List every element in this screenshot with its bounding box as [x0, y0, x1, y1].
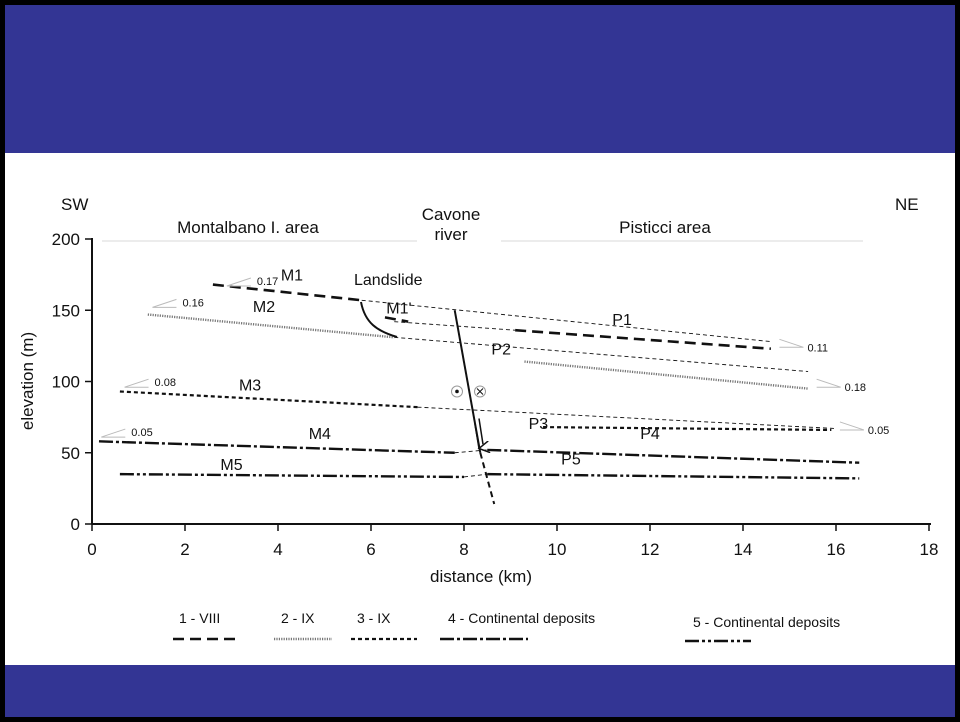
x-tick-label: 2	[180, 540, 189, 559]
slope-value: 0.11	[807, 342, 828, 354]
y-tick-label: 100	[52, 373, 80, 392]
y-tick-label: 0	[71, 515, 80, 534]
terrace-m3	[119, 390, 418, 409]
correlation-line	[394, 336, 809, 372]
x-tick-label: 14	[734, 540, 753, 559]
y-tick-label: 150	[52, 301, 80, 320]
terrace-p4	[487, 448, 860, 464]
terrace-label: P5	[561, 451, 581, 468]
slope-wedge	[226, 277, 252, 287]
slope-value: 0.16	[182, 297, 203, 309]
area-cavone-1: Cavone	[422, 205, 481, 224]
area-montalbano: Montalbano I. area	[177, 218, 319, 237]
orientation-sw: SW	[61, 195, 88, 214]
terrace-p3	[543, 426, 832, 432]
title-band	[5, 5, 955, 153]
terrace-label: M4	[309, 426, 331, 443]
x-tick-label: 10	[548, 540, 567, 559]
terrace-label: P1	[612, 312, 632, 329]
slope-value: 0.05	[868, 425, 889, 437]
terrace-p2	[524, 360, 809, 390]
fault-away-cross	[476, 388, 484, 395]
terrace-label: M2	[253, 299, 275, 316]
terrace-m4	[98, 440, 455, 454]
x-tick-label: 12	[641, 540, 660, 559]
landslide-scarp	[360, 301, 398, 338]
fault-toward-dot	[455, 389, 459, 394]
legend-label-1: 1 - VIII	[179, 610, 220, 626]
legend: 1 - VIII 2 - IX 3 - IX 4 - Continental depo…	[173, 610, 840, 643]
y-axis-label: elevation (m)	[18, 332, 37, 430]
x-axis-label: distance (km)	[430, 567, 532, 586]
terrace-label: M5	[220, 457, 242, 474]
correlation-line	[454, 449, 488, 454]
landslide-label: Landslide	[354, 272, 423, 289]
slope-value: 0.08	[155, 377, 176, 389]
y-tick-label: 200	[52, 230, 80, 249]
x-tick-label: 18	[920, 540, 939, 559]
legend-label-3: 3 - IX	[357, 610, 391, 626]
slope-wedge	[124, 378, 149, 388]
slope-wedge	[839, 421, 865, 431]
footer-band	[5, 665, 955, 717]
x-tick-label: 16	[827, 540, 846, 559]
orientation-ne: NE	[895, 195, 919, 214]
terrace-m5	[119, 472, 465, 479]
fault	[451, 310, 496, 505]
terrace-label: P2	[491, 342, 511, 359]
slope-value: 0.18	[845, 382, 866, 394]
slope-wedge	[816, 378, 841, 388]
slope-wedge	[779, 338, 804, 348]
terrace-label: P3	[529, 416, 549, 433]
terrace-label: M1'	[386, 300, 411, 317]
correlation-line	[394, 321, 516, 331]
terrace-label: M1	[281, 268, 303, 285]
correlation-line	[361, 299, 771, 343]
terrace-m1p	[384, 316, 409, 323]
terrace-label: M3	[239, 377, 261, 394]
fault-line-inferred	[479, 452, 496, 505]
fault-arrow-down	[474, 424, 479, 448]
x-tick-label: 4	[273, 540, 282, 559]
area-pisticci: Pisticci area	[619, 218, 711, 237]
terrace-lines: M1 M1' M2 M3 M4 M5 P1 P2 P3 P4 P5	[98, 268, 860, 480]
slide: SW NE Montalbano I. area Cavone river Pi…	[5, 5, 955, 717]
correlation-lines	[361, 299, 837, 478]
terrace-diagram: SW NE Montalbano I. area Cavone river Pi…	[18, 195, 938, 643]
slope-value: 0.05	[131, 427, 152, 439]
fault-toward-symbol	[451, 385, 463, 398]
legend-label-2: 2 - IX	[281, 610, 315, 626]
fault-away-symbol	[474, 385, 486, 398]
x-tick-label: 8	[459, 540, 468, 559]
terrace-p1	[515, 328, 771, 351]
terrace-label: P4	[640, 426, 660, 443]
legend-label-4: 4 - Continental deposits	[448, 610, 595, 626]
slope-wedge	[152, 298, 177, 308]
area-cavone-2: river	[434, 225, 467, 244]
legend-label-5: 5 - Continental deposits	[693, 614, 840, 630]
slope-value: 0.17	[257, 276, 278, 288]
y-tick-label: 50	[61, 444, 80, 463]
y-ticks: 0 50 100 150 200	[52, 230, 92, 534]
x-ticks: 0 2 4 6 8 10 12 14 16 18	[87, 524, 938, 559]
terrace-m1	[212, 283, 362, 302]
fault-arrow-up	[478, 418, 484, 445]
x-tick-label: 0	[87, 540, 96, 559]
terrace-m2	[147, 313, 395, 339]
slope-markers: 0.17 0.16 0.08 0.05 0.11 0.18 0.05	[101, 276, 889, 439]
terrace-p5	[487, 472, 860, 480]
x-tick-label: 6	[366, 540, 375, 559]
correlation-line	[463, 473, 488, 478]
slope-wedge	[101, 428, 126, 438]
